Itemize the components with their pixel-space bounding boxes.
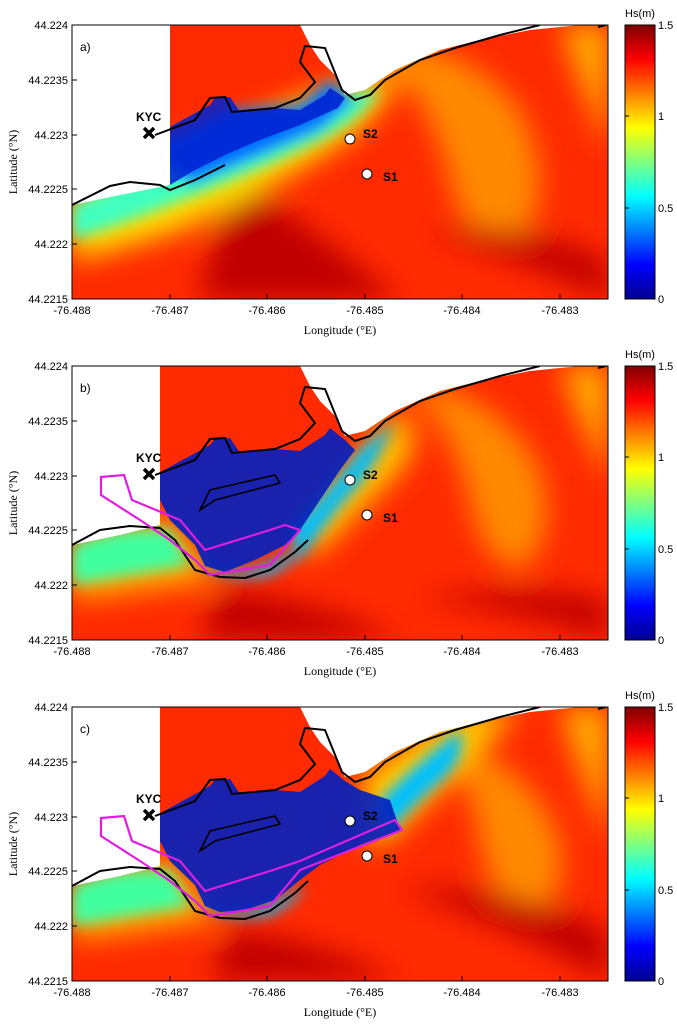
x-tick-b-1: -76.487 bbox=[151, 646, 188, 658]
y-tick-b-1: 44.222 bbox=[34, 580, 68, 592]
marker-s1-c bbox=[361, 850, 373, 862]
marker-label-s2-b: S2 bbox=[363, 468, 378, 482]
y-tick-a-1: 44.222 bbox=[34, 239, 68, 251]
y-axis-label-b: Latitude (°N) bbox=[6, 471, 20, 535]
marker-label-s2-c: S2 bbox=[363, 809, 378, 823]
y-tick-b-4: 44.2235 bbox=[28, 416, 68, 428]
colorbar-label-b: Hs(m) bbox=[625, 349, 655, 361]
y-tick-a-3: 44.223 bbox=[34, 130, 68, 142]
colorbar-b: Hs(m) 0 0.5 1 1.5 bbox=[624, 349, 673, 647]
colorbar-tick-b-0: 0 bbox=[658, 635, 664, 647]
colorbar-tick-b-2: 1 bbox=[658, 452, 664, 464]
colorbar-tick-c-1: 0.5 bbox=[658, 885, 673, 897]
y-tick-b-2: 44.2225 bbox=[28, 525, 68, 537]
y-tick-c-4: 44.2235 bbox=[28, 757, 68, 769]
panel-a: a) KYC S2 S1 -76.488 -76.487 -76.486 -76… bbox=[6, 8, 673, 337]
y-tick-c-2: 44.2225 bbox=[28, 866, 68, 878]
wave-field-c bbox=[72, 707, 608, 981]
x-tick-b-5: -76.483 bbox=[541, 646, 578, 658]
wave-field-b bbox=[72, 366, 608, 640]
x-tick-c-5: -76.483 bbox=[541, 987, 578, 999]
x-axis-label-b: Longitude (°E) bbox=[304, 664, 376, 678]
marker-label-s1-a: S1 bbox=[383, 170, 398, 184]
x-tick-c-4: -76.484 bbox=[443, 987, 480, 999]
marker-label-kyc-a: KYC bbox=[136, 110, 162, 124]
marker-label-s1-b: S1 bbox=[383, 511, 398, 525]
x-axis-label-c: Longitude (°E) bbox=[304, 1005, 376, 1019]
marker-kyc-b bbox=[142, 467, 156, 481]
y-tick-a-0: 44.2215 bbox=[28, 294, 68, 306]
marker-s2-a bbox=[344, 133, 356, 145]
x-tick-a-1: -76.487 bbox=[151, 305, 188, 317]
colorbar-tick-b-3: 1.5 bbox=[658, 361, 673, 373]
x-axis-c: -76.488 -76.487 -76.486 -76.485 -76.484 … bbox=[53, 976, 579, 1019]
x-tick-c-1: -76.487 bbox=[151, 987, 188, 999]
marker-label-s1-c: S1 bbox=[383, 852, 398, 866]
y-tick-a-4: 44.2235 bbox=[28, 75, 68, 87]
marker-label-s2-a: S2 bbox=[363, 127, 378, 141]
y-tick-a-5: 44.224 bbox=[34, 20, 68, 32]
y-tick-b-0: 44.2215 bbox=[28, 635, 68, 647]
x-tick-b-3: -76.485 bbox=[346, 646, 383, 658]
x-axis-a: -76.488 -76.487 -76.486 -76.485 -76.484 … bbox=[53, 294, 579, 337]
x-tick-a-0: -76.488 bbox=[53, 305, 90, 317]
y-axis-b: 44.2215 44.222 44.2225 44.223 44.2235 44… bbox=[6, 361, 77, 647]
marker-s1-a bbox=[361, 168, 373, 180]
x-tick-a-2: -76.486 bbox=[248, 305, 285, 317]
y-tick-c-0: 44.2215 bbox=[28, 976, 68, 988]
marker-s2-c bbox=[344, 815, 356, 827]
y-tick-c-5: 44.224 bbox=[34, 702, 68, 714]
y-tick-b-3: 44.223 bbox=[34, 471, 68, 483]
colorbar-tick-c-3: 1.5 bbox=[658, 702, 673, 714]
x-tick-c-0: -76.488 bbox=[53, 987, 90, 999]
x-tick-c-3: -76.485 bbox=[346, 987, 383, 999]
x-tick-a-5: -76.483 bbox=[541, 305, 578, 317]
colorbar-label-a: Hs(m) bbox=[625, 8, 655, 20]
marker-s1-b bbox=[361, 509, 373, 521]
y-axis-a: 44.2215 44.222 44.2225 44.223 44.2235 44… bbox=[6, 20, 77, 306]
x-tick-b-0: -76.488 bbox=[53, 646, 90, 658]
x-tick-a-4: -76.484 bbox=[443, 305, 480, 317]
panel-c: c) KYC S2 S1 -76.488 -76.487 -76.486 -76… bbox=[6, 690, 673, 1019]
panel-label-c: c) bbox=[80, 722, 90, 736]
colorbar-tick-b-1: 0.5 bbox=[658, 544, 673, 556]
colorbar-tick-c-0: 0 bbox=[658, 976, 664, 988]
colorbar-tick-a-3: 1.5 bbox=[658, 20, 673, 32]
panel-label-a: a) bbox=[80, 40, 91, 54]
marker-kyc-a bbox=[142, 126, 156, 140]
x-tick-a-3: -76.485 bbox=[346, 305, 383, 317]
panel-label-b: b) bbox=[80, 381, 91, 395]
colorbar-c: Hs(m) 0 0.5 1 1.5 bbox=[624, 690, 673, 988]
y-axis-c: 44.2215 44.222 44.2225 44.223 44.2235 44… bbox=[6, 702, 77, 988]
x-tick-b-2: -76.486 bbox=[248, 646, 285, 658]
y-axis-label-c: Latitude (°N) bbox=[6, 812, 20, 876]
x-tick-b-4: -76.484 bbox=[443, 646, 480, 658]
wave-field-a bbox=[72, 25, 608, 299]
colorbar-tick-a-0: 0 bbox=[658, 294, 664, 306]
x-tick-c-2: -76.486 bbox=[248, 987, 285, 999]
y-tick-a-2: 44.2225 bbox=[28, 184, 68, 196]
colorbar-label-c: Hs(m) bbox=[625, 690, 655, 702]
colorbar-tick-c-2: 1 bbox=[658, 793, 664, 805]
marker-label-kyc-c: KYC bbox=[136, 792, 162, 806]
marker-s2-b bbox=[344, 474, 356, 486]
y-tick-c-1: 44.222 bbox=[34, 921, 68, 933]
y-tick-b-5: 44.224 bbox=[34, 361, 68, 373]
marker-label-kyc-b: KYC bbox=[136, 451, 162, 465]
x-axis-label-a: Longitude (°E) bbox=[304, 323, 376, 337]
x-axis-b: -76.488 -76.487 -76.486 -76.485 -76.484 … bbox=[53, 635, 579, 678]
colorbar-tick-a-1: 0.5 bbox=[658, 203, 673, 215]
y-axis-label-a: Latitude (°N) bbox=[6, 130, 20, 194]
marker-kyc-c bbox=[142, 808, 156, 822]
panel-b: b) KYC S2 S1 -76.488 -76.487 -76.486 -76… bbox=[6, 349, 673, 678]
y-tick-c-3: 44.223 bbox=[34, 812, 68, 824]
colorbar-tick-a-2: 1 bbox=[658, 111, 664, 123]
colorbar-a: Hs(m) 0 0.5 1 1.5 bbox=[624, 8, 673, 306]
